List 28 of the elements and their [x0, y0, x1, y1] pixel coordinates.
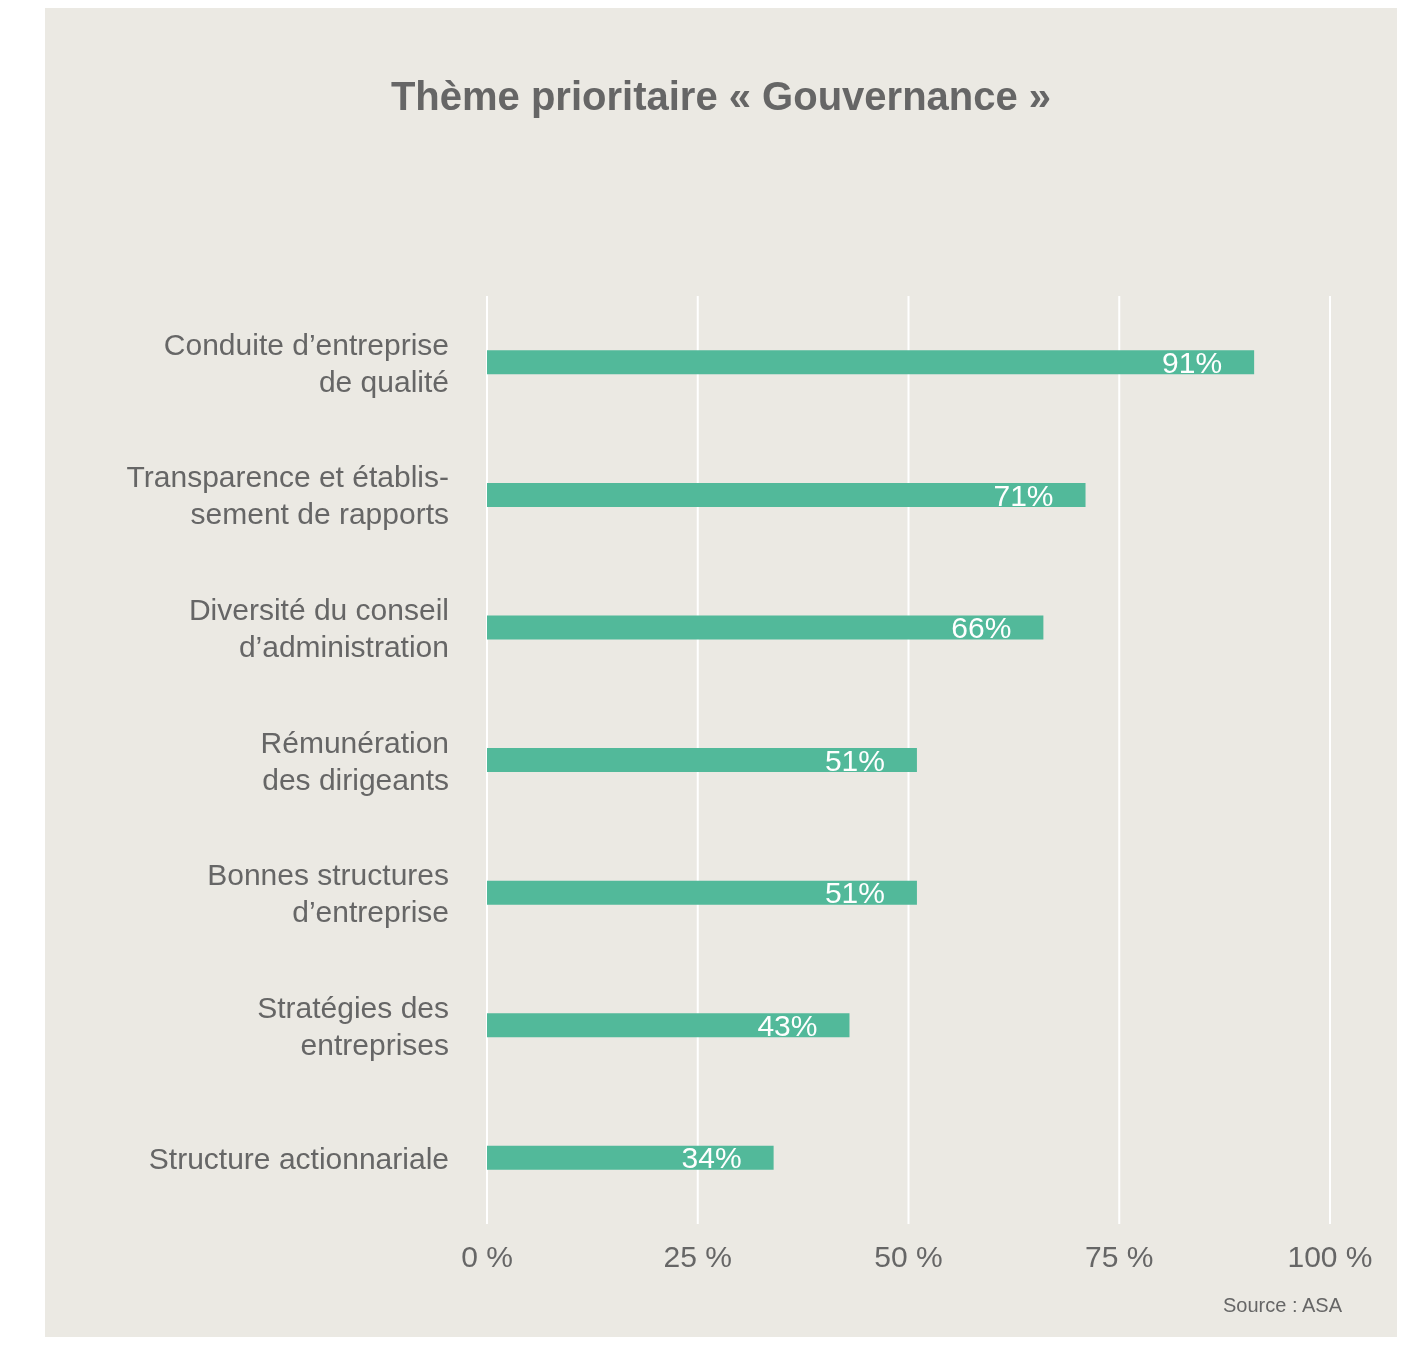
data-label: 43% — [757, 1008, 818, 1042]
bar — [487, 1013, 850, 1038]
data-label: 71% — [993, 478, 1054, 512]
data-label: 51% — [824, 876, 885, 910]
chart-title: Thème prioritaire « Gouvernance » — [389, 73, 1053, 120]
data-label: 66% — [951, 611, 1012, 645]
data-label: 91% — [1162, 346, 1223, 379]
x-tick-label: 0 % — [461, 1240, 513, 1274]
x-tick-label: 75 % — [1085, 1240, 1154, 1274]
source-note: Source : ASA — [1222, 1294, 1342, 1317]
x-tick-label: 50 % — [874, 1240, 943, 1274]
bar — [487, 350, 1255, 375]
bar — [487, 482, 1086, 507]
bar — [487, 615, 1044, 640]
y-tick-label: Conduite d’entreprise de qualité — [163, 327, 449, 398]
y-tick-label: Diversité du conseil d’administration — [188, 592, 449, 663]
bar — [487, 1145, 774, 1170]
bar — [487, 748, 917, 773]
y-tick-label: Transparence et établis- sement de rapports — [126, 459, 449, 530]
y-tick-label: Structure actionnariale — [148, 1141, 449, 1175]
data-label: 34% — [681, 1141, 742, 1175]
y-tick-label: Stratégies des entreprises — [257, 990, 449, 1061]
x-tick-label: 25 % — [663, 1240, 732, 1274]
y-tick-label: Bonnes structures d’entreprise — [207, 857, 449, 928]
x-tick-label: 100 % — [1287, 1240, 1373, 1274]
y-tick-label: Rémunération des dirigeants — [260, 725, 449, 795]
data-label: 51% — [824, 743, 885, 777]
bar — [487, 880, 917, 905]
